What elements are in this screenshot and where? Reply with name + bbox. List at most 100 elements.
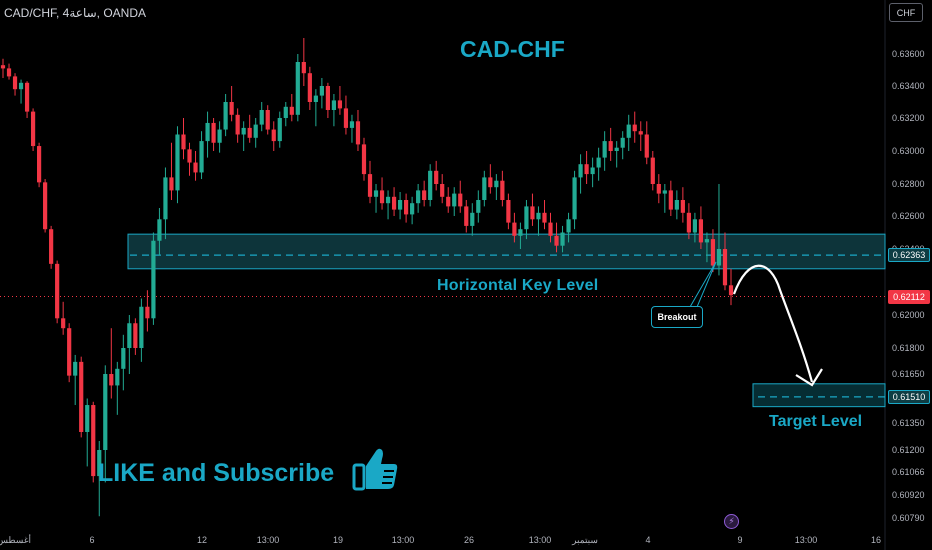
candle-body	[91, 405, 96, 477]
candle-body	[446, 196, 451, 207]
y-tick-label: 0.61066	[892, 467, 925, 477]
candle-body	[548, 222, 553, 236]
candle-body	[223, 102, 228, 130]
candle-body	[416, 190, 421, 204]
candle-body	[331, 100, 337, 110]
y-tick-label: 0.63400	[892, 81, 925, 91]
candle-body	[49, 229, 54, 264]
candle-body	[524, 206, 529, 230]
candle-body	[24, 82, 30, 112]
breakout-callout: Breakout	[651, 306, 703, 328]
candle-body	[6, 68, 12, 77]
candle-body	[422, 190, 427, 200]
lightning-icon[interactable]: ⚡	[724, 514, 739, 529]
candle-body	[109, 374, 114, 386]
candle-body	[596, 157, 601, 168]
x-tick-label: 13:00	[529, 535, 552, 545]
candle-body	[205, 122, 210, 142]
candle-body	[199, 141, 204, 173]
candle-body	[0, 65, 6, 69]
candle-body	[12, 76, 18, 90]
candle-body	[572, 177, 577, 220]
currency-button[interactable]: CHF	[889, 3, 923, 22]
x-tick-label: 13:00	[392, 535, 415, 545]
candle-body	[337, 100, 343, 109]
candle-body	[470, 212, 475, 226]
candle-body	[379, 190, 385, 204]
candle-body	[175, 134, 180, 191]
candle-body	[325, 86, 330, 110]
candle-body	[590, 167, 595, 175]
candle-body	[36, 146, 42, 183]
candle-body	[530, 206, 535, 220]
candle-body	[157, 219, 162, 241]
candle-body	[181, 134, 186, 150]
key-level-zone	[127, 233, 886, 270]
candle-body	[566, 219, 571, 233]
symbol-info: CAD/CHF, 4ساعة, OANDA	[4, 6, 146, 20]
candle-body	[464, 206, 469, 226]
target-zone	[752, 383, 886, 408]
y-tick-label: 0.62800	[892, 179, 925, 189]
candle-body	[289, 106, 294, 115]
candle-body	[271, 129, 276, 142]
thumbs-up-icon	[352, 448, 398, 491]
candle-body	[644, 134, 649, 158]
candle-body	[536, 212, 541, 220]
candle-body	[361, 144, 367, 175]
candle-body	[434, 170, 439, 184]
candle-body	[85, 405, 90, 432]
candle-body	[632, 124, 637, 132]
projection-arrowhead	[795, 368, 823, 387]
x-tick-label: 6	[89, 535, 94, 545]
candle-body	[385, 196, 391, 204]
candle-body	[133, 323, 138, 348]
x-tick-label: أغسطس	[0, 533, 31, 546]
candle-body	[139, 306, 144, 348]
y-tick-label: 0.63600	[892, 49, 925, 59]
candle-body	[710, 239, 716, 266]
candle-body	[73, 361, 78, 376]
candle-body	[500, 180, 505, 200]
candle-body	[30, 111, 36, 147]
candle-body	[728, 285, 734, 296]
candle-body	[476, 200, 481, 213]
candle-body	[704, 239, 710, 243]
candle-body	[295, 62, 300, 115]
candle-body	[662, 190, 667, 194]
candle-body	[680, 200, 685, 213]
x-tick-label: 13:00	[795, 535, 818, 545]
candle-body	[145, 306, 150, 319]
candle-body	[259, 110, 264, 125]
candle-body	[458, 193, 463, 207]
candle-body	[391, 196, 397, 210]
candle-body	[367, 174, 373, 197]
candle-body	[626, 124, 631, 138]
candle-body	[18, 82, 24, 90]
candle-body	[650, 157, 655, 184]
candle-body	[452, 193, 457, 207]
candle-body	[404, 200, 409, 215]
candle-body	[187, 149, 192, 163]
y-tick-label: 0.61650	[892, 369, 925, 379]
projection-arrow	[732, 264, 814, 383]
candle-body	[211, 122, 216, 143]
candle-body	[560, 232, 565, 246]
candle-body	[265, 110, 270, 130]
candle-body	[319, 86, 324, 96]
chart-title: CAD-CHF	[460, 36, 565, 62]
candle-body	[674, 200, 679, 210]
x-tick-label: 26	[464, 535, 474, 545]
x-tick-label: 12	[197, 535, 207, 545]
candle-body	[67, 328, 72, 376]
x-tick-label: 13:00	[257, 535, 280, 545]
y-tick-label: 0.60920	[892, 490, 925, 500]
y-tick-label: 0.61200	[892, 445, 925, 455]
key-level-price-tag: 0.62363	[888, 248, 930, 263]
candle-body	[55, 263, 60, 319]
candle-body	[235, 114, 240, 135]
y-tick-label: 0.63200	[892, 113, 925, 123]
candle-body	[716, 249, 722, 266]
candle-body	[554, 235, 559, 246]
